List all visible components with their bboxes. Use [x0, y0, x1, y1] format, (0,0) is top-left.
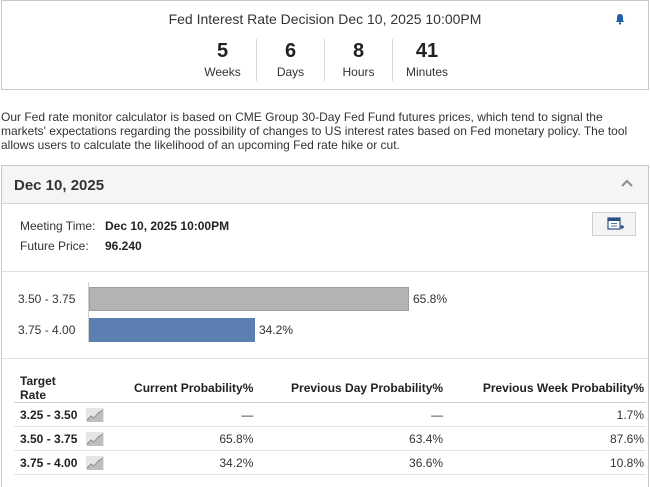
target-rate: 3.25 - 3.50: [14, 402, 86, 427]
calendar-add-icon: [607, 217, 624, 230]
divider: [2, 271, 648, 272]
bar-value: 34.2%: [259, 323, 294, 337]
table-header-row: Target Rate Current Probability% Previou…: [14, 374, 646, 403]
meeting-time-label: Meeting Time:: [20, 219, 96, 233]
countdown-weeks: 5 Weeks: [189, 39, 257, 81]
countdown-minutes: 41 Minutes: [393, 39, 461, 81]
future-price-label: Future Price:: [20, 239, 89, 253]
line-chart-icon: [86, 431, 104, 446]
meeting-panel: Dec 10, 2025 Meeting Time: Dec 10, 2025 1…: [1, 165, 649, 487]
previous-day-probability: 63.4%: [255, 426, 446, 451]
header-current-probability: Current Probability%: [106, 374, 256, 403]
table-row: 3.25 - 3.50 — — 1.7%: [14, 402, 646, 427]
countdown-units: 5 Weeks 6 Days 8 Hours 41 Minutes: [2, 39, 648, 81]
header-spacer: [86, 374, 106, 403]
target-rate: 3.50 - 3.75: [14, 426, 86, 451]
bell-icon[interactable]: [614, 13, 626, 25]
probability-bar: [89, 318, 255, 342]
chevron-up-icon[interactable]: [620, 178, 634, 188]
bar-axis: [88, 282, 89, 342]
current-probability: —: [106, 402, 256, 427]
countdown-panel: Fed Interest Rate Decision Dec 10, 2025 …: [1, 0, 649, 90]
previous-day-probability: —: [255, 402, 446, 427]
current-probability: 65.8%: [106, 426, 256, 451]
previous-day-probability: 36.6%: [255, 450, 446, 475]
history-chart-button[interactable]: [86, 450, 106, 475]
meeting-time-value: Dec 10, 2025 10:00PM: [105, 219, 230, 233]
history-chart-button[interactable]: [86, 402, 106, 427]
probability-table: Target Rate Current Probability% Previou…: [14, 374, 646, 475]
add-to-calendar-button[interactable]: [592, 212, 636, 236]
countdown-value: 8: [352, 40, 365, 62]
countdown-value: 6: [284, 40, 297, 62]
countdown-title: Fed Interest Rate Decision Dec 10, 2025 …: [168, 11, 482, 27]
previous-week-probability: 10.8%: [445, 450, 646, 475]
table-row: 3.50 - 3.75 65.8% 63.4% 87.6%: [14, 426, 646, 451]
table-row: 3.75 - 4.00 34.2% 36.6% 10.8%: [14, 450, 646, 475]
previous-week-probability: 87.6%: [445, 426, 646, 451]
line-chart-icon: [86, 455, 104, 470]
monitor-description: Our Fed rate monitor calculator is based…: [1, 110, 628, 152]
future-price-row: Future Price: 96.240: [20, 239, 142, 253]
countdown-label: Days: [276, 65, 305, 79]
countdown-days: 6 Days: [257, 39, 325, 81]
meeting-time-row: Meeting Time: Dec 10, 2025 10:00PM: [20, 219, 229, 233]
current-probability: 34.2%: [106, 450, 256, 475]
history-chart-button[interactable]: [86, 426, 106, 451]
header-previous-day-probability: Previous Day Probability%: [255, 374, 446, 403]
header-previous-week-probability: Previous Week Probability%: [445, 374, 646, 403]
target-rate: 3.75 - 4.00: [14, 450, 86, 475]
header-target-rate: Target Rate: [14, 374, 86, 403]
panel-title: Dec 10, 2025: [14, 177, 105, 194]
countdown-label: Hours: [342, 65, 375, 79]
bar-label: 3.50 - 3.75: [18, 292, 76, 306]
previous-week-probability: 1.7%: [445, 402, 646, 427]
divider: [2, 358, 648, 359]
countdown-label: Minutes: [405, 65, 449, 79]
countdown-value: 5: [216, 40, 229, 62]
probability-bar: [89, 287, 409, 311]
bar-row: 3.50 - 3.75 65.8%: [0, 287, 650, 311]
countdown-value: 41: [415, 40, 439, 62]
panel-header[interactable]: Dec 10, 2025: [2, 166, 648, 204]
bar-value: 65.8%: [413, 292, 448, 306]
bar-label: 3.75 - 4.00: [18, 323, 76, 337]
line-chart-icon: [86, 407, 104, 422]
countdown-hours: 8 Hours: [325, 39, 393, 81]
bar-row: 3.75 - 4.00 34.2%: [0, 318, 650, 342]
countdown-label: Weeks: [204, 65, 241, 79]
future-price-value: 96.240: [105, 239, 142, 253]
